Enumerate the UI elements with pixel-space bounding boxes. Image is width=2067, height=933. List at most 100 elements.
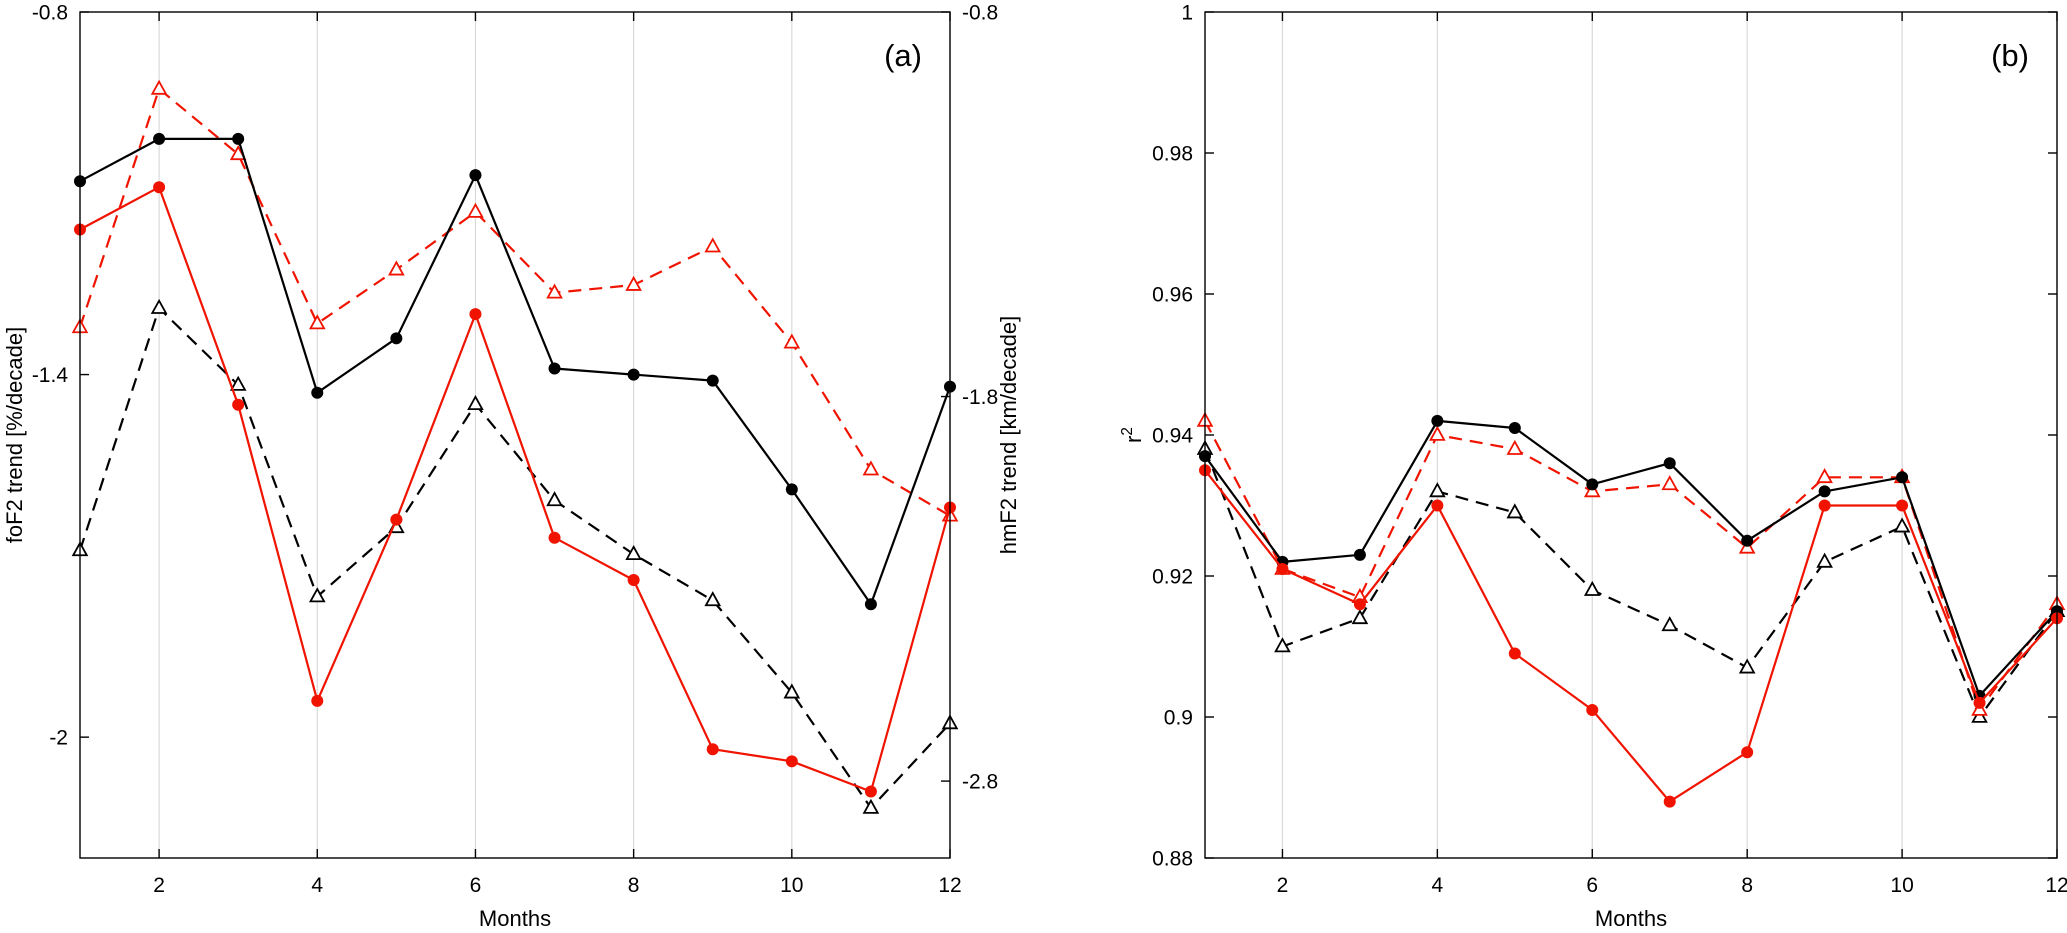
y-axis-label-right: hmF2 trend [km/decade]: [996, 316, 1021, 554]
series-hmF2-red-dashed-marker: [467, 202, 484, 218]
series-r2-red-dashed-marker: [1429, 425, 1446, 441]
series-r2-black-solid-marker: [1663, 457, 1676, 470]
series-r2-red-solid-marker: [1508, 647, 1521, 660]
series-hmF2-red-dashed-marker: [704, 237, 722, 253]
series-hmF2-black-dashed-marker: [546, 491, 563, 507]
series-foF2-black-solid-marker: [311, 386, 324, 399]
series-foF2-red-solid-marker: [864, 785, 877, 798]
y-axis-label-left: r2: [1119, 427, 1146, 443]
series-hmF2-red-dashed-marker: [308, 314, 326, 330]
series-r2-black-solid-marker: [1818, 485, 1831, 498]
series-r2-red-solid-marker: [1586, 703, 1599, 716]
series-r2-red-solid-marker: [1818, 499, 1831, 512]
y-tick-label-left: 0.88: [1152, 847, 1193, 870]
series-r2-black-dashed-marker: [1738, 658, 1756, 674]
series-r2-red-solid-line: [1204, 469, 2058, 803]
series-hmF2-black-dashed-marker: [625, 544, 642, 561]
series-r2-red-solid-marker: [1663, 795, 1676, 808]
series-r2-black-dashed-marker: [1351, 609, 1369, 625]
series-foF2-black-solid-marker: [153, 132, 166, 145]
series-foF2-red-solid: [74, 181, 956, 798]
series-r2-red-dashed-marker: [1506, 439, 1524, 455]
y-tick-label-left: -0.8: [32, 1, 68, 24]
x-tick-label: 10: [1890, 874, 1913, 897]
series-r2-black-solid: [1199, 414, 2063, 702]
series-hmF2-black-dashed-marker: [308, 587, 326, 603]
series-foF2-red-solid-marker: [311, 694, 324, 707]
series-r2-black-solid-marker: [1431, 414, 1444, 427]
series-hmF2-red-dashed-line: [78, 87, 951, 517]
series-foF2-black-solid-marker: [232, 132, 245, 145]
x-axis-label: Months: [1595, 906, 1667, 928]
series-r2-red-solid-marker: [1276, 562, 1289, 575]
series-hmF2-red-dashed-marker: [783, 333, 801, 349]
series-foF2-red-solid-marker: [627, 574, 640, 587]
series-r2-red-dashed-marker: [1661, 475, 1679, 491]
x-tick-label: 4: [311, 874, 323, 897]
series-r2-black-dashed-marker: [1429, 482, 1446, 498]
series-hmF2-red-dashed: [71, 79, 959, 522]
x-tick-label: 2: [1277, 874, 1289, 897]
y-tick-label-right: -0.8: [962, 1, 998, 24]
series-r2-red-solid: [1199, 464, 2063, 808]
series-foF2-black-solid-marker: [864, 598, 877, 611]
x-tick-label: 8: [628, 874, 640, 897]
series-foF2-black-solid-marker: [627, 368, 640, 381]
series-foF2-black-solid-marker: [706, 374, 719, 387]
series-r2-red-dashed-line: [1204, 420, 2058, 711]
y-tick-label-left: 0.92: [1152, 565, 1193, 588]
y-tick-label-left: -2: [49, 726, 68, 749]
series-r2-black-solid-marker: [1353, 548, 1366, 561]
series-hmF2-black-dashed: [71, 298, 959, 814]
series-hmF2-black-dashed-marker: [783, 683, 801, 699]
series-foF2-black-solid-marker: [390, 332, 403, 345]
axes-box: [1204, 11, 2058, 859]
series-foF2-black-solid-marker: [785, 483, 798, 496]
x-tick-label: 6: [470, 874, 482, 897]
series-foF2-black-solid-marker: [469, 169, 482, 182]
x-tick-label: 4: [1432, 874, 1444, 897]
series-hmF2-black-dashed-marker: [467, 394, 484, 411]
series-r2-black-dashed-marker: [1506, 503, 1524, 519]
series-r2-red-solid-marker: [1973, 696, 1986, 709]
panel-a: 2 4 6 8 10 12 -0.8 -1.4 -2 -0.8 -1.8 -2.8 Months foF2…: [2, 1, 1021, 931]
series-r2-black-dashed-marker: [1661, 616, 1679, 632]
series-r2-red-dashed-marker: [1816, 468, 1833, 484]
x-tick-label: 12: [938, 874, 961, 897]
series-r2-black-solid-marker: [1586, 478, 1599, 491]
series-foF2-red-solid-marker: [706, 743, 719, 756]
series-foF2-red-solid-marker: [153, 181, 166, 194]
panel-label: (a): [884, 38, 922, 73]
x-axis-label: Months: [479, 906, 551, 928]
series-r2-black-dashed-marker: [1274, 637, 1291, 653]
series-hmF2-red-dashed-marker: [388, 260, 405, 276]
y-axis-label-left: foF2 trend [%/decade]: [2, 327, 27, 543]
series-foF2-black-solid-marker: [548, 362, 561, 375]
series-hmF2-black-dashed-marker: [862, 798, 880, 814]
series-hmF2-black-dashed-line: [78, 307, 951, 810]
series-foF2-red-solid-line: [79, 186, 952, 793]
series-hmF2-red-dashed-marker: [625, 275, 642, 291]
series-foF2-red-solid-marker: [548, 531, 561, 544]
y-tick-label-left: 0.96: [1152, 283, 1193, 306]
x-tick-label: 12: [2045, 874, 2067, 897]
x-tick-label: 10: [780, 874, 803, 897]
panel-label: (b): [1991, 38, 2029, 73]
series-hmF2-black-dashed-marker: [229, 375, 247, 391]
series-r2-black-dashed-line: [1203, 448, 2058, 719]
series-r2-black-dashed: [1196, 439, 2066, 723]
series-r2-black-solid-marker: [1896, 471, 1909, 484]
y-tick-label-left: -1.4: [32, 364, 69, 387]
series-foF2-red-solid-marker: [469, 308, 482, 321]
series-r2-black-dashed-marker: [1816, 552, 1833, 568]
series-hmF2-black-dashed-marker: [150, 298, 168, 314]
y-tick-label-left: 0.98: [1152, 142, 1193, 165]
axes-box: [79, 11, 951, 859]
series-foF2-black-solid: [74, 132, 956, 611]
x-tick-label: 6: [1586, 874, 1598, 897]
series-r2-red-solid-marker: [1353, 598, 1366, 611]
series-r2-red-solid-marker: [1431, 499, 1444, 512]
y-tick-label-left: 0.94: [1152, 424, 1193, 447]
